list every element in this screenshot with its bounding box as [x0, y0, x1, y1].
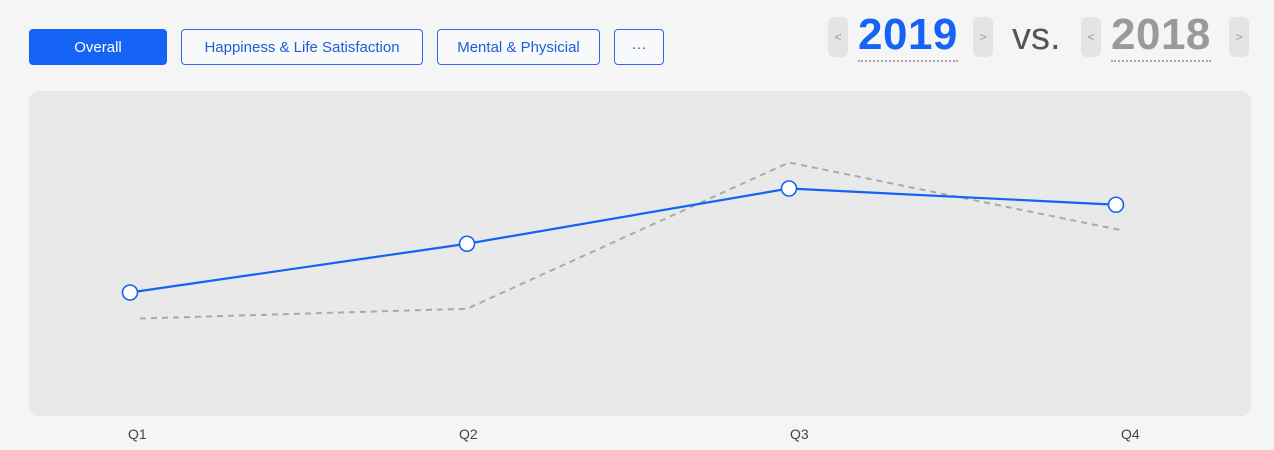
chevron-left-icon: <: [834, 30, 842, 44]
previous-year-select[interactable]: 2018: [1111, 10, 1211, 62]
series-line-2019: [129, 187, 1117, 294]
data-point-2019-Q2[interactable]: [458, 235, 476, 253]
vs-label: vs.: [1012, 16, 1061, 58]
series-line-2018: [139, 161, 1125, 320]
current-year-select[interactable]: 2019: [858, 10, 958, 62]
tab-happiness-life-satisfaction[interactable]: Happiness & Life Satisfaction: [181, 29, 423, 65]
chevron-right-icon: >: [1235, 30, 1243, 44]
previous-year-prev-button[interactable]: <: [1081, 17, 1101, 57]
data-point-2019-Q3[interactable]: [780, 180, 798, 197]
data-point-2019-Q4[interactable]: [1107, 196, 1125, 214]
x-tick-label: Q3: [790, 426, 809, 442]
current-year-next-button[interactable]: >: [973, 17, 993, 57]
chevron-left-icon: <: [1087, 30, 1095, 44]
tab-overall[interactable]: Overall: [29, 29, 167, 65]
current-year-prev-button[interactable]: <: [828, 17, 848, 57]
previous-year-next-button[interactable]: >: [1229, 17, 1249, 57]
tab-more[interactable]: ···: [614, 29, 664, 65]
data-point-2019-Q1[interactable]: [121, 284, 139, 301]
x-tick-label: Q1: [128, 426, 147, 442]
chart-area: [29, 91, 1251, 416]
chevron-right-icon: >: [979, 30, 987, 44]
tab-mental-physical[interactable]: Mental & Physicial: [437, 29, 600, 65]
x-tick-label: Q2: [459, 426, 478, 442]
x-tick-label: Q4: [1121, 426, 1140, 442]
